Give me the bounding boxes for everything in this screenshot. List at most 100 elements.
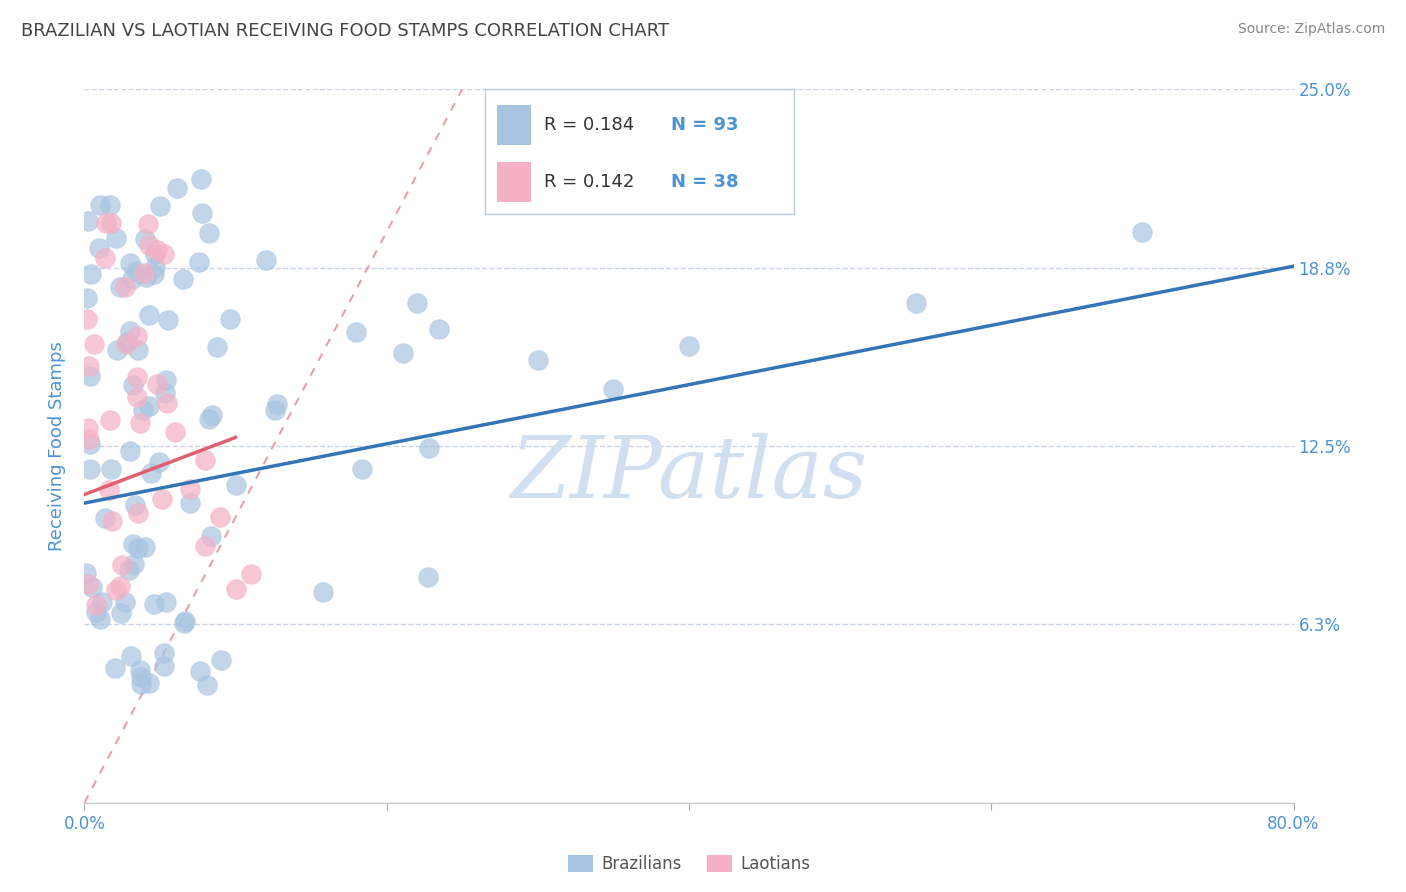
Point: [527, 353, 550, 368]
Point: [173, 615, 195, 630]
Point: [195, 678, 218, 692]
Text: BRAZILIAN VS LAOTIAN RECEIVING FOOD STAMPS CORRELATION CHART: BRAZILIAN VS LAOTIAN RECEIVING FOOD STAM…: [21, 22, 669, 40]
Point: [209, 510, 232, 524]
Point: [80, 580, 103, 594]
Point: [153, 646, 176, 660]
Point: [104, 661, 127, 675]
Point: [75, 566, 97, 581]
Point: [143, 260, 166, 274]
Point: [225, 582, 247, 596]
Point: [79, 437, 101, 451]
Point: [427, 322, 450, 336]
Point: [150, 492, 173, 507]
Point: [239, 567, 262, 582]
Point: [127, 343, 149, 358]
Text: Source: ZipAtlas.com: Source: ZipAtlas.com: [1237, 22, 1385, 37]
Point: [98, 198, 121, 212]
Y-axis label: Receiving Food Stamps: Receiving Food Stamps: [48, 341, 66, 551]
Point: [122, 378, 145, 392]
Point: [134, 266, 156, 280]
Point: [122, 537, 145, 551]
Text: R = 0.184: R = 0.184: [544, 117, 634, 135]
Point: [190, 171, 212, 186]
Point: [118, 563, 141, 577]
Point: [79, 267, 101, 281]
Point: [129, 677, 152, 691]
Point: [129, 670, 152, 684]
Point: [114, 280, 136, 294]
Point: [124, 498, 146, 512]
Point: [156, 313, 179, 327]
Point: [198, 412, 221, 426]
Point: [266, 397, 288, 411]
Point: [135, 270, 157, 285]
Point: [197, 226, 219, 240]
Point: [100, 215, 122, 229]
Point: [602, 382, 624, 396]
Point: [110, 606, 132, 620]
Point: [188, 255, 211, 269]
Point: [138, 308, 160, 322]
Point: [142, 267, 165, 281]
Point: [129, 416, 152, 430]
Point: [188, 665, 211, 679]
Point: [100, 462, 122, 476]
Point: [134, 232, 156, 246]
Point: [138, 676, 160, 690]
Point: [166, 180, 188, 194]
Text: N = 38: N = 38: [671, 173, 738, 191]
Point: [127, 329, 149, 343]
Point: [120, 443, 142, 458]
Point: [146, 376, 169, 391]
Point: [76, 421, 98, 435]
Point: [77, 214, 100, 228]
Point: [205, 340, 228, 354]
Point: [139, 466, 162, 480]
Point: [89, 198, 111, 212]
Point: [127, 507, 149, 521]
Point: [138, 237, 160, 252]
Point: [94, 252, 117, 266]
Point: [108, 579, 131, 593]
Point: [77, 359, 100, 374]
Bar: [498, 161, 531, 202]
Point: [211, 653, 233, 667]
Point: [98, 413, 121, 427]
Point: [121, 272, 143, 286]
Point: [138, 399, 160, 413]
Point: [111, 558, 134, 572]
Point: [254, 253, 277, 268]
Point: [312, 584, 335, 599]
Point: [105, 231, 128, 245]
Point: [225, 478, 247, 492]
Point: [149, 199, 172, 213]
Point: [127, 390, 149, 404]
Point: [153, 246, 176, 260]
Point: [190, 205, 212, 219]
Point: [194, 453, 217, 467]
Point: [89, 241, 111, 255]
Point: [105, 343, 128, 357]
Point: [155, 373, 177, 387]
Point: [127, 541, 149, 555]
Point: [132, 403, 155, 417]
Point: [101, 514, 124, 528]
Point: [79, 369, 101, 384]
Point: [89, 612, 111, 626]
Point: [76, 291, 98, 305]
Point: [152, 658, 174, 673]
Point: [143, 247, 166, 261]
Point: [418, 441, 440, 455]
Point: [114, 337, 136, 351]
Point: [79, 432, 101, 446]
Point: [118, 256, 141, 270]
Point: [172, 272, 194, 286]
Point: [128, 664, 150, 678]
Point: [264, 402, 287, 417]
Point: [179, 496, 201, 510]
Point: [127, 370, 149, 384]
Point: [200, 529, 222, 543]
Point: [165, 425, 187, 439]
Point: [79, 462, 101, 476]
Text: N = 93: N = 93: [671, 117, 738, 135]
